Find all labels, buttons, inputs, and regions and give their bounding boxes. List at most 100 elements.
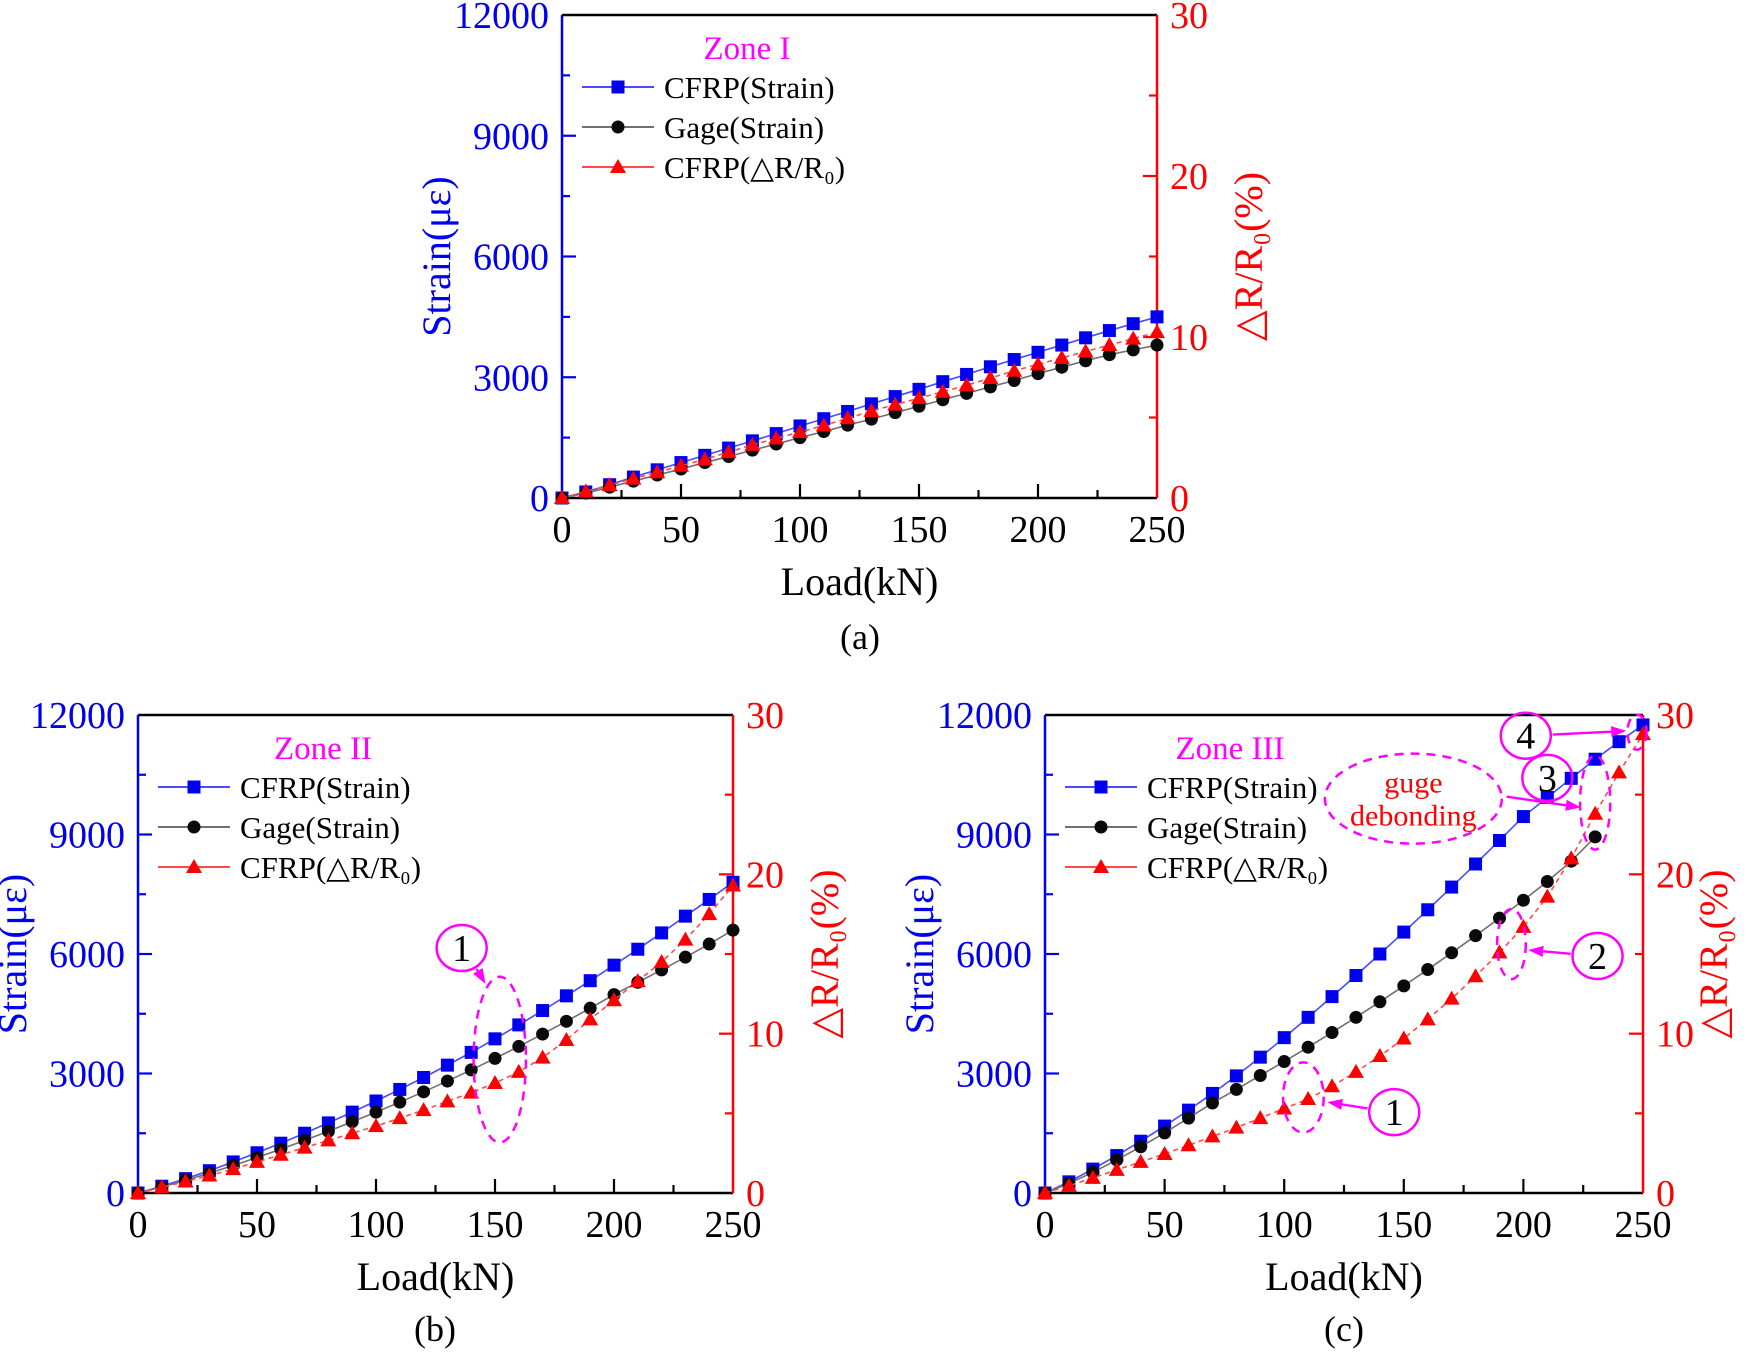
legend-item-3: CFRP(△R/R₀) <box>1065 850 1328 885</box>
data-point-circle <box>1445 946 1459 960</box>
data-point-square <box>393 1082 407 1096</box>
x-axis-title: Load(kN) <box>781 559 939 604</box>
data-point-triangle <box>130 1185 146 1199</box>
y-left-tick-label: 6000 <box>473 237 549 279</box>
data-point-triangle <box>272 1146 289 1161</box>
y-right-tick-label: 0 <box>1656 1173 1675 1215</box>
data-point-circle <box>488 1051 502 1065</box>
data-point-circle <box>512 1039 526 1053</box>
caption-a: (a) <box>840 617 880 657</box>
y-left-tick-label: 12000 <box>30 695 125 737</box>
data-point-triangle <box>1371 1047 1388 1062</box>
data-point-triangle <box>863 403 880 418</box>
highlight-ellipse <box>1626 713 1648 751</box>
x-axis-title: Load(kN) <box>357 1254 515 1299</box>
data-point-triangle <box>1053 349 1070 364</box>
y-left-tick-label: 6000 <box>956 934 1032 976</box>
data-point-square <box>464 1045 478 1059</box>
data-point-square <box>1007 353 1021 367</box>
data-point-triangle <box>696 451 713 466</box>
series-cfrp-r-r- <box>1037 726 1651 1199</box>
data-point-triangle <box>792 423 808 438</box>
data-point-circle <box>1182 1111 1196 1125</box>
data-point-square <box>1229 1069 1243 1083</box>
x-tick-label: 100 <box>348 1204 405 1246</box>
series-cfrp-strain- <box>555 310 1164 505</box>
y-left-tick-label: 9000 <box>956 815 1032 857</box>
data-point-square <box>1445 880 1459 894</box>
x-tick-label: 250 <box>1129 509 1186 551</box>
data-point-triangle <box>554 490 570 504</box>
data-point-circle <box>1349 1010 1363 1024</box>
data-point-triangle <box>958 377 975 392</box>
annotation-arrow-head <box>473 968 486 984</box>
data-point-circle <box>1110 1153 1124 1167</box>
data-point-triangle <box>1125 330 1142 345</box>
data-point-circle <box>1055 360 1069 374</box>
data-point-square <box>936 375 950 389</box>
data-point-square <box>1079 331 1093 345</box>
data-point-square <box>655 926 669 940</box>
annotation-arrow-head <box>1528 945 1544 957</box>
data-point-square <box>678 909 692 923</box>
data-point-triangle <box>296 1139 313 1154</box>
annotation-arrow-head <box>1565 799 1581 811</box>
x-tick-label: 150 <box>891 509 948 551</box>
y-right-tick-label: 30 <box>746 695 784 737</box>
series-line <box>137 884 734 1194</box>
x-tick-label: 250 <box>1615 1204 1672 1246</box>
annotation-number-4: 4 <box>1499 711 1627 760</box>
y-right-tick-label: 10 <box>1656 1014 1694 1056</box>
chart-root: 0 50 100 150 200 2500300060009000120000102030… <box>414 0 1271 604</box>
data-point-circle <box>726 923 740 937</box>
data-point-circle <box>369 1105 383 1119</box>
x-tick-label: 200 <box>1495 1204 1552 1246</box>
y-left-axis-title: Strain(με) <box>897 874 942 1034</box>
chart-zone-i: 0 50 100 150 200 2500300060009000120000102030… <box>414 0 1271 604</box>
y-left-tick-label: 3000 <box>49 1054 125 1096</box>
data-point-triangle <box>1515 918 1532 933</box>
legend-label: CFRP(△R/R₀) <box>1147 850 1328 885</box>
number-circle <box>1499 711 1553 760</box>
zone-label: Zone III <box>1175 731 1284 767</box>
legend-triangle-marker <box>610 159 626 173</box>
x-tick-label: 100 <box>1256 1204 1313 1246</box>
data-point-square <box>983 360 997 374</box>
chart-root: 0 50 100 150 200 2500300060009000120000102030… <box>0 695 847 1299</box>
data-point-triangle <box>1101 337 1118 352</box>
data-point-triangle <box>510 1063 527 1078</box>
data-point-circle <box>1540 875 1554 889</box>
y-right-tick-label: 20 <box>1170 156 1208 198</box>
data-point-triangle <box>1587 805 1604 820</box>
data-point-triangle <box>225 1161 242 1176</box>
legend-label: Gage(Strain) <box>664 110 824 145</box>
y-left-tick-label: 0 <box>530 478 549 520</box>
y-left-tick-label: 9000 <box>49 815 125 857</box>
annotation-arrow-line <box>1341 1103 1368 1110</box>
data-point-circle <box>1492 911 1506 925</box>
data-point-triangle <box>153 1179 170 1194</box>
y-right-tick-label: 0 <box>746 1173 765 1215</box>
data-point-triangle <box>1491 944 1508 959</box>
legend-circle-marker <box>1094 820 1108 834</box>
number-label: 1 <box>452 928 471 970</box>
data-point-square <box>417 1070 431 1084</box>
data-point-triangle <box>391 1110 408 1125</box>
data-point-circle <box>1516 893 1530 907</box>
chart-root: 0 50 100 150 200 2500300060009000120000102030… <box>897 695 1736 1299</box>
data-point-square <box>1492 833 1506 847</box>
data-point-triangle <box>1611 764 1628 779</box>
y-right-axis-title: △R/R₀(%) <box>1226 172 1271 341</box>
data-point-circle <box>440 1074 454 1088</box>
data-point-circle <box>1277 1055 1291 1069</box>
number-label: 4 <box>1516 716 1535 758</box>
chart-zone-iii: 0 50 100 150 200 2500300060009000120000102030… <box>897 695 1736 1299</box>
data-point-square <box>583 974 597 988</box>
data-point-circle <box>1007 373 1021 387</box>
y-left-axis-title: Strain(με) <box>0 874 35 1034</box>
x-tick-label: 0 <box>553 509 572 551</box>
data-point-triangle <box>601 477 618 492</box>
data-point-triangle <box>344 1125 361 1140</box>
